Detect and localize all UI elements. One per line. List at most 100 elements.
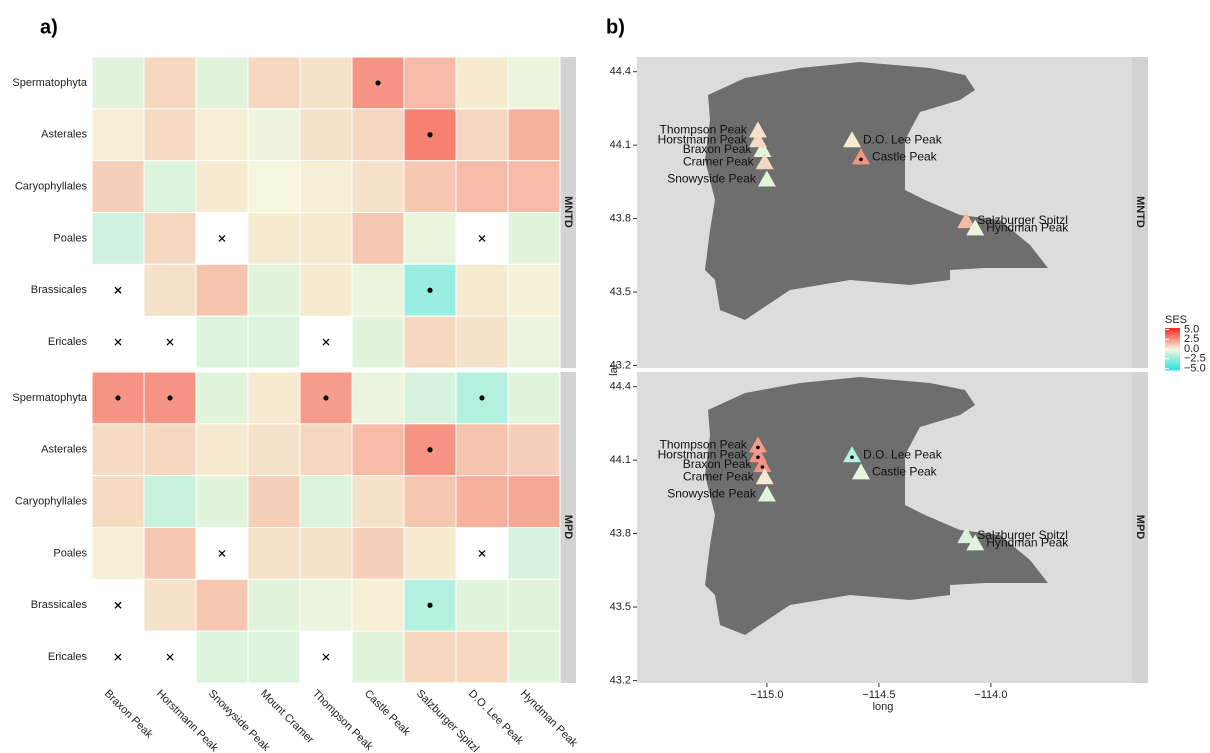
- cell: [508, 109, 560, 161]
- cell: [300, 476, 352, 528]
- cell: [248, 316, 300, 368]
- x-tick-label: −114.5: [862, 689, 895, 701]
- y-tick-label: 44.4: [610, 66, 631, 78]
- cell: [456, 264, 508, 316]
- peak-label: Castle Peak: [872, 150, 938, 164]
- cell: [508, 424, 560, 476]
- cell: [352, 476, 404, 528]
- cell: [404, 213, 456, 265]
- cell: [92, 57, 144, 109]
- significance-dot: [375, 80, 380, 85]
- row-label: Brassicales: [31, 284, 88, 296]
- cell: [404, 631, 456, 683]
- x-tick-label: −115.0: [750, 689, 783, 701]
- column-label: Braxon Peak: [102, 688, 155, 741]
- x-axis-label: long: [873, 701, 894, 713]
- peak-label: Cramer Peak: [683, 154, 755, 168]
- column-label: D.O. Lee Peak: [466, 688, 526, 748]
- cell: [196, 264, 248, 316]
- cell: [456, 579, 508, 631]
- significance-dot: [761, 465, 765, 469]
- cell: [352, 372, 404, 424]
- cell: [300, 579, 352, 631]
- facet-strip-label: MPD: [1134, 515, 1146, 540]
- y-tick-label: 44.1: [610, 139, 631, 151]
- cell: [352, 109, 404, 161]
- cell: [404, 528, 456, 580]
- cell: [144, 528, 196, 580]
- significance-dot: [756, 455, 760, 459]
- column-label: Mount Cramer: [258, 688, 316, 746]
- peak-label: Thompson Peak: [660, 438, 748, 452]
- cell: [508, 528, 560, 580]
- cell: [144, 264, 196, 316]
- cell: [248, 528, 300, 580]
- cell: [248, 631, 300, 683]
- row-label: Brassicales: [31, 599, 88, 611]
- cell: [456, 476, 508, 528]
- significance-dot: [479, 395, 484, 400]
- cell: [196, 424, 248, 476]
- significance-dot: [859, 158, 863, 162]
- significance-dot: [115, 395, 120, 400]
- peak-label: Thompson Peak: [660, 123, 748, 137]
- cell: [144, 57, 196, 109]
- cell: [300, 161, 352, 213]
- cell: [404, 476, 456, 528]
- row-label: Caryophyllales: [15, 495, 88, 507]
- y-tick-label: 44.1: [610, 454, 631, 466]
- peak-label: Cramer Peak: [683, 469, 755, 483]
- cell: [196, 161, 248, 213]
- significance-dot: [427, 132, 432, 137]
- peak-label: Snowyside Peak: [667, 487, 757, 501]
- cell: [196, 372, 248, 424]
- cell: [196, 476, 248, 528]
- cell: [508, 476, 560, 528]
- panel-label: a): [40, 16, 58, 38]
- peak-label: Snowyside Peak: [667, 172, 757, 186]
- cell: [508, 213, 560, 265]
- cell: [144, 424, 196, 476]
- peak-label: Hyndman Peak: [986, 536, 1069, 550]
- peak-label: Castle Peak: [872, 465, 938, 479]
- significance-dot: [323, 395, 328, 400]
- cell: [508, 579, 560, 631]
- row-label: Ericales: [48, 651, 88, 663]
- cell: [404, 372, 456, 424]
- cell: [248, 161, 300, 213]
- cell: [352, 528, 404, 580]
- figure: a) b) long lat SES MNTDSpermatophytaAste…: [0, 0, 1210, 753]
- facet-strip-label: MNTD: [562, 196, 574, 228]
- cell: [456, 424, 508, 476]
- cell: [144, 213, 196, 265]
- y-tick-label: 43.5: [610, 286, 631, 298]
- y-tick-label: 44.4: [610, 381, 631, 393]
- significance-dot: [427, 288, 432, 293]
- cell: [508, 264, 560, 316]
- cell: [196, 631, 248, 683]
- row-label: Ericales: [48, 336, 88, 348]
- y-tick-label: 43.8: [610, 213, 631, 225]
- facet-strip-label: MPD: [562, 515, 574, 540]
- peak-label: D.O. Lee Peak: [863, 132, 943, 146]
- cell: [92, 528, 144, 580]
- facet-strip-label: MNTD: [1134, 196, 1146, 228]
- cell: [92, 109, 144, 161]
- map-background: [560, 57, 1148, 683]
- cell: [144, 161, 196, 213]
- cell: [300, 528, 352, 580]
- cell: [352, 213, 404, 265]
- cell: [248, 264, 300, 316]
- cell: [300, 424, 352, 476]
- cell: [248, 579, 300, 631]
- cell: [508, 631, 560, 683]
- cell: [300, 264, 352, 316]
- cell: [248, 424, 300, 476]
- cell: [248, 372, 300, 424]
- cell: [404, 161, 456, 213]
- cell: [404, 57, 456, 109]
- cell: [92, 213, 144, 265]
- y-tick-label: 43.8: [610, 528, 631, 540]
- cell: [144, 579, 196, 631]
- cell: [248, 57, 300, 109]
